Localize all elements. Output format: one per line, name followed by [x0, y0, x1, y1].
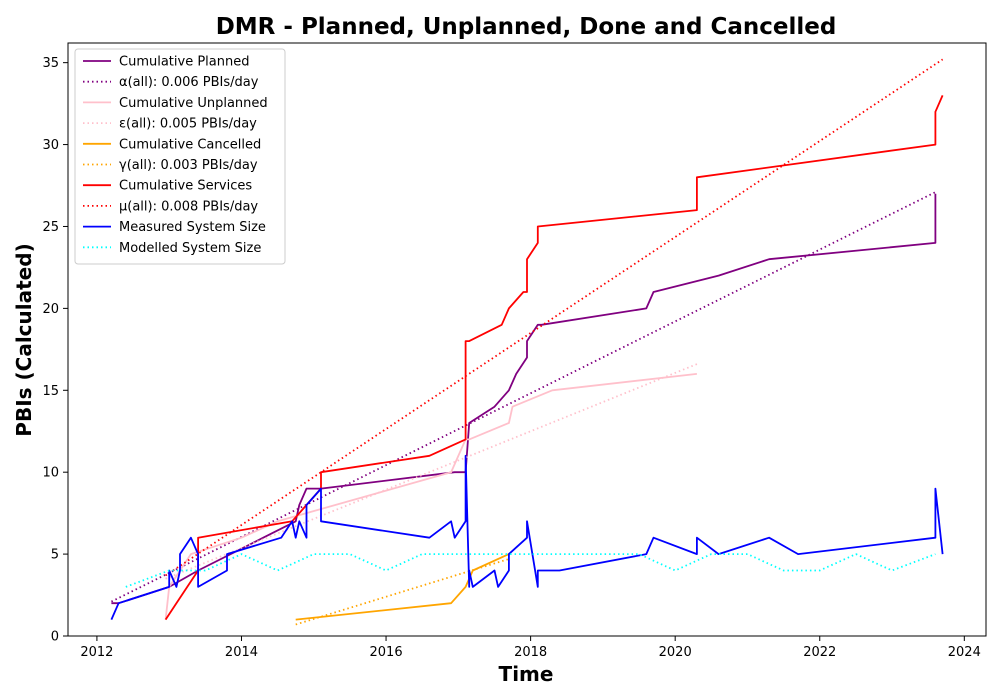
- legend-label: ε(all): 0.005 PBIs/day: [119, 117, 257, 132]
- y-axis-title: PBIs (Calculated): [12, 243, 36, 436]
- y-tick-label: 30: [42, 138, 59, 153]
- legend-label: Modelled System Size: [119, 241, 261, 256]
- x-tick-label: 2014: [225, 645, 258, 660]
- legend-label: γ(all): 0.003 PBIs/day: [119, 158, 258, 173]
- chart-title: DMR - Planned, Unplanned, Done and Cance…: [216, 14, 837, 40]
- x-axis-ticks: 2012 2014 2016 2018 2020 2022 2024: [80, 636, 980, 660]
- y-tick-label: 0: [51, 630, 59, 645]
- y-tick-label: 35: [42, 56, 59, 71]
- x-tick-label: 2016: [370, 645, 403, 660]
- y-tick-label: 5: [51, 548, 59, 563]
- x-tick-label: 2022: [803, 645, 836, 660]
- y-axis-ticks: 0 5 10 15 20 25 30 35: [42, 56, 68, 644]
- legend-label: Cumulative Unplanned: [119, 96, 268, 111]
- legend-label: μ(all): 0.008 PBIs/day: [119, 199, 258, 214]
- legend-label: Cumulative Cancelled: [119, 137, 261, 152]
- x-tick-label: 2012: [80, 645, 113, 660]
- y-tick-label: 25: [42, 220, 59, 235]
- legend: Cumulative Planned α(all): 0.006 PBIs/day…: [75, 49, 285, 264]
- legend-label: Cumulative Planned: [119, 55, 249, 70]
- legend-label: Measured System Size: [119, 220, 266, 235]
- y-tick-label: 15: [42, 384, 59, 399]
- x-tick-label: 2020: [659, 645, 692, 660]
- x-tick-label: 2024: [948, 645, 981, 660]
- legend-label: α(all): 0.006 PBIs/day: [119, 75, 259, 90]
- y-tick-label: 20: [42, 302, 59, 317]
- x-axis-title: Time: [499, 662, 554, 686]
- y-tick-label: 10: [42, 466, 59, 481]
- x-tick-label: 2018: [514, 645, 547, 660]
- legend-label: Cumulative Services: [119, 179, 252, 194]
